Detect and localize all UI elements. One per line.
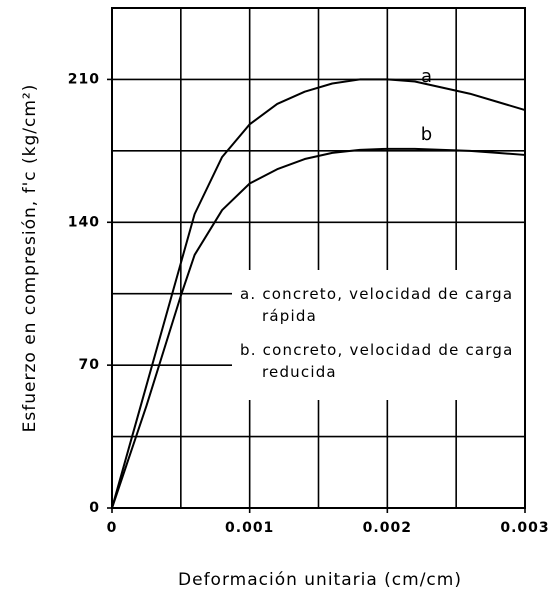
x-tick-label: 0.003 (500, 520, 549, 536)
y-axis-label: Esfuerzo en compresión, f'c (kg/cm²) (20, 84, 40, 433)
line-series (111, 147, 526, 509)
y-tick-label: 0 (89, 500, 100, 516)
y-tick-label: 210 (68, 71, 100, 87)
y-tick-label: 140 (68, 214, 100, 230)
legend-box (232, 270, 524, 400)
line-series (111, 78, 526, 509)
series-label: a (421, 66, 433, 87)
x-tick-label: 0.002 (363, 520, 412, 536)
x-tick-label: 0.001 (225, 520, 274, 536)
x-axis-label: Deformación unitaria (cm/cm) (178, 570, 462, 590)
plot-frame (111, 7, 526, 509)
y-tick-label: 70 (79, 357, 100, 373)
x-tick-label: 0 (107, 520, 118, 536)
legend-entry: a. concreto, velocidad de carga rápida (240, 285, 514, 325)
series-label: b (421, 124, 433, 145)
legend-entry: b. concreto, velocidad de carga reducida (240, 341, 514, 381)
